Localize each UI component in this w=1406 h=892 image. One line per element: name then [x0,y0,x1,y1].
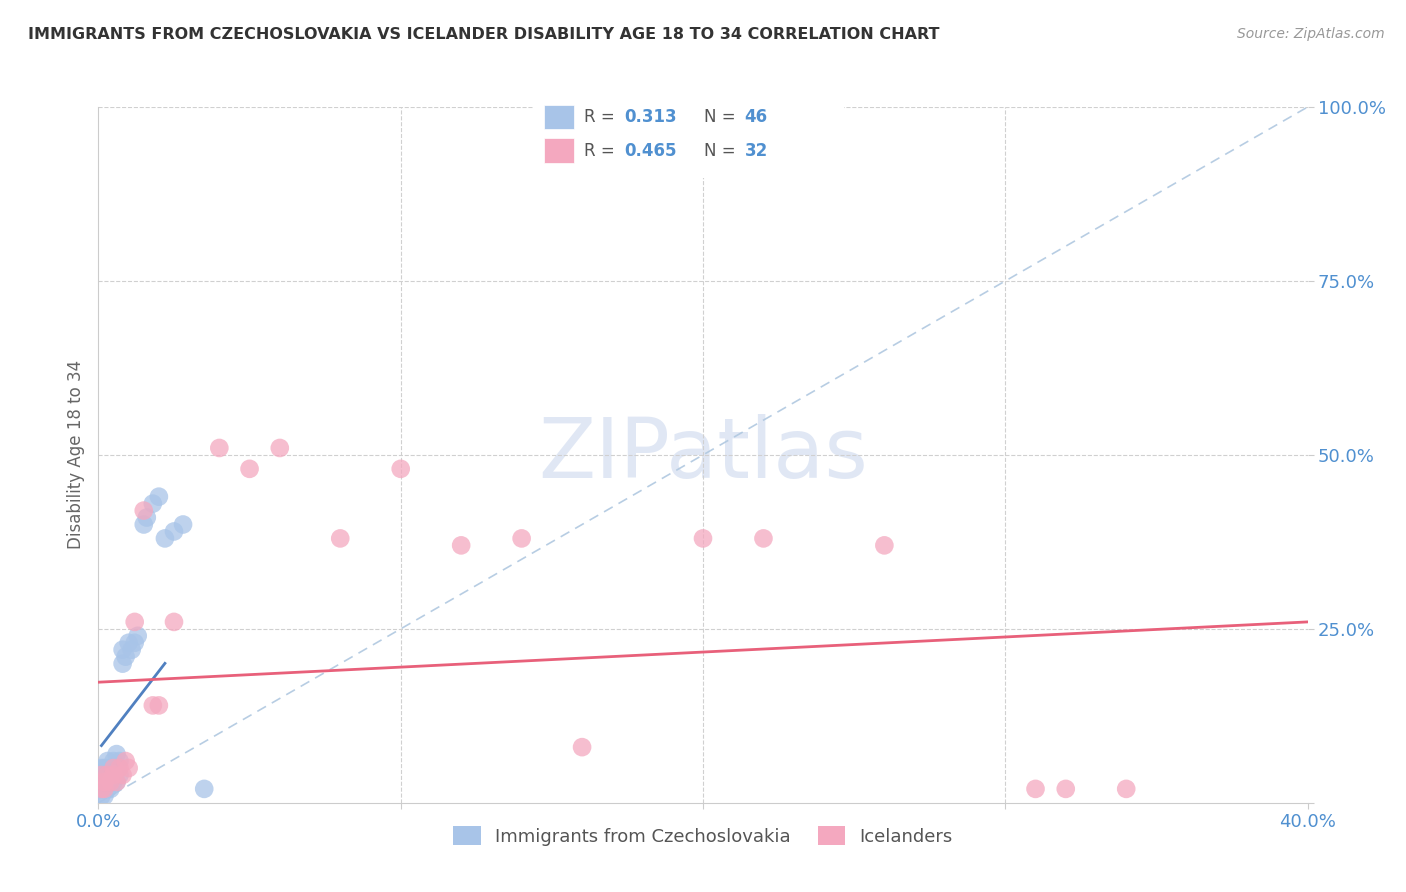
Point [108,761,131,775]
Point [96,768,118,782]
Point [100,775,122,789]
Point [93,761,115,775]
Point [873,538,896,552]
Point [111,768,134,782]
Point [103,768,125,782]
Bar [544,104,575,129]
Point [269,441,291,455]
Point [118,761,141,775]
Point [163,615,186,629]
Point [111,642,134,657]
Point [153,532,176,546]
Point [96,754,118,768]
Point [90,781,112,796]
Point [96,775,118,789]
Point [329,532,352,546]
FancyBboxPatch shape [531,87,846,180]
Point [132,517,155,532]
Point [93,781,115,796]
Point [100,761,122,775]
Point [100,775,122,789]
Point [96,761,118,775]
Point [105,775,128,789]
Point [510,532,533,546]
Point [631,120,654,135]
Point [108,754,131,768]
Point [450,538,472,552]
Point [100,781,122,796]
Point [105,775,128,789]
Point [108,768,131,782]
Y-axis label: Disability Age 18 to 34: Disability Age 18 to 34 [66,360,84,549]
Point [90,775,112,789]
Text: 46: 46 [745,108,768,126]
Bar [544,138,575,162]
Point [96,768,118,782]
Point [752,532,775,546]
Point [111,657,134,671]
Point [90,781,112,796]
Point [208,441,231,455]
Point [114,754,136,768]
Text: 32: 32 [745,142,768,160]
Point [1115,781,1137,796]
Point [172,517,194,532]
Point [142,698,165,713]
Point [96,781,118,796]
Point [124,615,146,629]
Point [103,754,125,768]
Text: R =: R = [583,108,614,126]
Point [692,532,714,546]
Point [163,524,186,539]
Point [142,497,165,511]
Point [127,629,149,643]
Point [103,768,125,782]
Text: N =: N = [704,108,735,126]
Text: Source: ZipAtlas.com: Source: ZipAtlas.com [1237,27,1385,41]
Text: N =: N = [704,142,735,160]
Point [148,490,170,504]
Text: ZIPatlas: ZIPatlas [538,415,868,495]
Point [93,768,115,782]
Text: IMMIGRANTS FROM CZECHOSLOVAKIA VS ICELANDER DISABILITY AGE 18 TO 34 CORRELATION : IMMIGRANTS FROM CZECHOSLOVAKIA VS ICELAN… [28,27,939,42]
Point [90,775,112,789]
Point [193,781,215,796]
Point [135,510,157,524]
Point [148,698,170,713]
Point [103,775,125,789]
Point [121,642,143,657]
Point [132,503,155,517]
Point [90,768,112,782]
Point [103,761,125,775]
Point [93,775,115,789]
Point [90,761,112,775]
Point [1054,781,1077,796]
Point [118,636,141,650]
Text: R =: R = [583,142,614,160]
Point [114,649,136,664]
Legend: Immigrants from Czechoslovakia, Icelanders: Immigrants from Czechoslovakia, Icelande… [446,819,960,853]
Point [93,789,115,803]
Point [93,775,115,789]
Point [239,462,262,476]
Point [124,636,146,650]
Point [1024,781,1046,796]
Point [389,462,412,476]
Point [105,761,128,775]
Point [93,781,115,796]
Point [571,740,593,755]
Point [90,789,112,803]
Point [90,768,112,782]
Point [105,747,128,761]
Text: 0.313: 0.313 [624,108,676,126]
Text: 0.465: 0.465 [624,142,676,160]
Point [93,775,115,789]
Point [100,768,122,782]
Point [90,781,112,796]
